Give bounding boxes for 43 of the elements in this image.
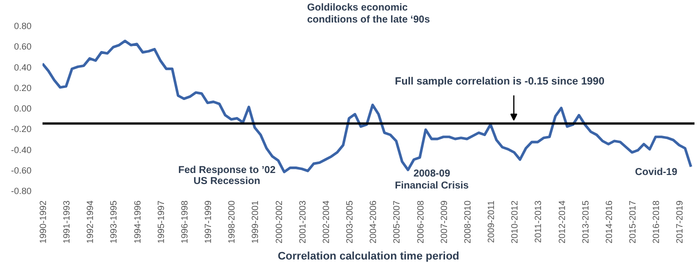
x-tick-label: 1992-1994 <box>85 200 96 244</box>
x-tick-label: 2005-2007 <box>392 200 402 244</box>
x-tick-label: 2007-2009 <box>438 200 449 244</box>
x-tick-label: 2004-2006 <box>368 200 378 244</box>
y-tick-label: 0.60 <box>14 42 32 52</box>
x-axis-title: Correlation calculation time period <box>278 250 460 263</box>
x-tick-label: 1993-1995 <box>108 200 119 244</box>
y-tick-label: 0.80 <box>14 21 32 31</box>
x-tick-label: 1994-1996 <box>132 200 142 244</box>
x-tick-label: 1995-1997 <box>156 200 166 244</box>
y-tick-label: 0.00 <box>14 104 32 114</box>
y-tick-label: 0.20 <box>14 82 32 93</box>
x-tick-label: 2006-2008 <box>415 200 426 244</box>
x-tick-label: 2011-2013 <box>533 200 544 243</box>
text: Goldilocks economic conditions of the late ‘90s <box>307 2 430 26</box>
annotation: Fed Response to ’02 US Recession <box>178 164 276 187</box>
annotation: 2008-09 Financial Crisis <box>394 168 470 192</box>
x-tick-label: 2001-2003 <box>297 200 308 244</box>
x-tick-label: 2003-2005 <box>344 200 355 244</box>
annotation: Covid-19 <box>635 167 678 178</box>
x-tick-label: 1997-1999 <box>203 200 214 244</box>
x-tick-label: 1991-1993 <box>62 200 72 244</box>
y-tick-label: -0.80 <box>10 186 32 196</box>
x-tick-label: 2002-2004 <box>320 200 331 244</box>
y-tick-label: 0.40 <box>14 62 32 72</box>
x-tick-label: 2017-2019 <box>674 200 685 244</box>
y-tick-label: -0.20 <box>10 124 32 134</box>
x-tick-label: 2010-2012 <box>510 200 520 244</box>
x-tick-label: 2009-2011 <box>486 200 496 243</box>
x-tick-label: 1990-1992 <box>38 200 48 244</box>
x-tick-label: 1996-1998 <box>179 200 190 244</box>
y-tick-label: -0.60 <box>10 165 32 176</box>
x-tick-label: 2016-2018 <box>651 200 662 244</box>
x-tick-label: 2014-2016 <box>604 200 614 244</box>
y-tick-label: -0.40 <box>10 144 32 155</box>
x-tick-label: 1998-2000 <box>226 200 237 244</box>
x-tick-label: 2013-2015 <box>580 200 590 244</box>
x-tick-label: 2012-2014 <box>556 200 567 244</box>
x-tick-label: 2008-2010 <box>462 200 472 244</box>
x-tick-label: 2000-2002 <box>274 200 284 244</box>
x-tick-label: 2015-2017 <box>628 200 638 244</box>
x-tick-label: 1999-2001 <box>250 200 260 244</box>
ref-line-label: Full sample correlation is -0.15 since 1990 <box>394 75 605 88</box>
